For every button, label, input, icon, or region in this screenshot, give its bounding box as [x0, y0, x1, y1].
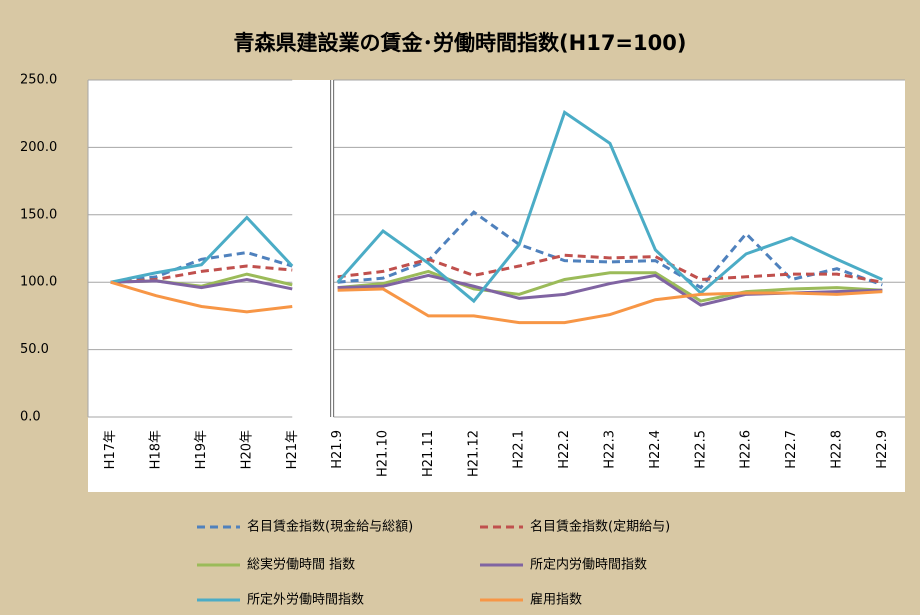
series-line [110, 215, 294, 284]
legend-label: 所定外労働時間指数 [247, 593, 364, 608]
x-tick-label: H22.8 [829, 430, 844, 469]
x-tick-label: H22.4 [648, 430, 663, 469]
y-tick-label: 0.0 [20, 410, 41, 425]
series-line [337, 253, 883, 284]
x-tick-label: H22.6 [739, 430, 754, 469]
legend-label: 雇用指数 [530, 592, 582, 608]
x-tick-label: H21.9 [330, 430, 345, 469]
legend-label: 名目賃金指数(定期給与) [530, 519, 670, 535]
x-tick-label: H17年 [103, 430, 118, 469]
x-tick-label: H21.10 [376, 430, 391, 477]
chart-title: 青森県建設業の賃金･労働時間指数(H17=100) [234, 31, 687, 55]
legend-label: 総実労働時間 指数 [247, 557, 355, 573]
x-tick-label: H22.5 [693, 430, 708, 469]
x-tick-label: H22.2 [557, 430, 572, 469]
x-tick-label: H20年 [239, 430, 254, 469]
legend-label: 名目賃金指数(現金給与総額) [247, 519, 413, 535]
series-line [337, 287, 883, 325]
series-line [337, 269, 883, 303]
y-tick-label: 200.0 [20, 140, 57, 155]
series-line [336, 110, 883, 304]
x-tick-label: H18年 [149, 430, 164, 469]
series-line [110, 251, 293, 284]
x-tick-label: H22.1 [512, 430, 527, 469]
series-line [110, 280, 293, 314]
x-tick-label: H22.9 [875, 430, 890, 469]
y-tick-label: 150.0 [20, 207, 57, 222]
x-tick-label: H21.12 [466, 430, 481, 477]
legend-label: 所定内労働時間指数 [530, 557, 647, 573]
x-tick-label: H19年 [194, 430, 209, 469]
y-tick-label: 50.0 [20, 342, 49, 357]
x-tick-label: H21年 [285, 430, 300, 469]
x-tick-label: H22.7 [784, 430, 799, 469]
y-tick-label: 250.0 [20, 73, 57, 88]
y-tick-label: 100.0 [20, 275, 57, 290]
x-tick-label: H22.3 [602, 430, 617, 469]
plot-area [88, 80, 905, 492]
series-line [110, 277, 293, 291]
x-tick-label: H21.11 [421, 430, 436, 477]
